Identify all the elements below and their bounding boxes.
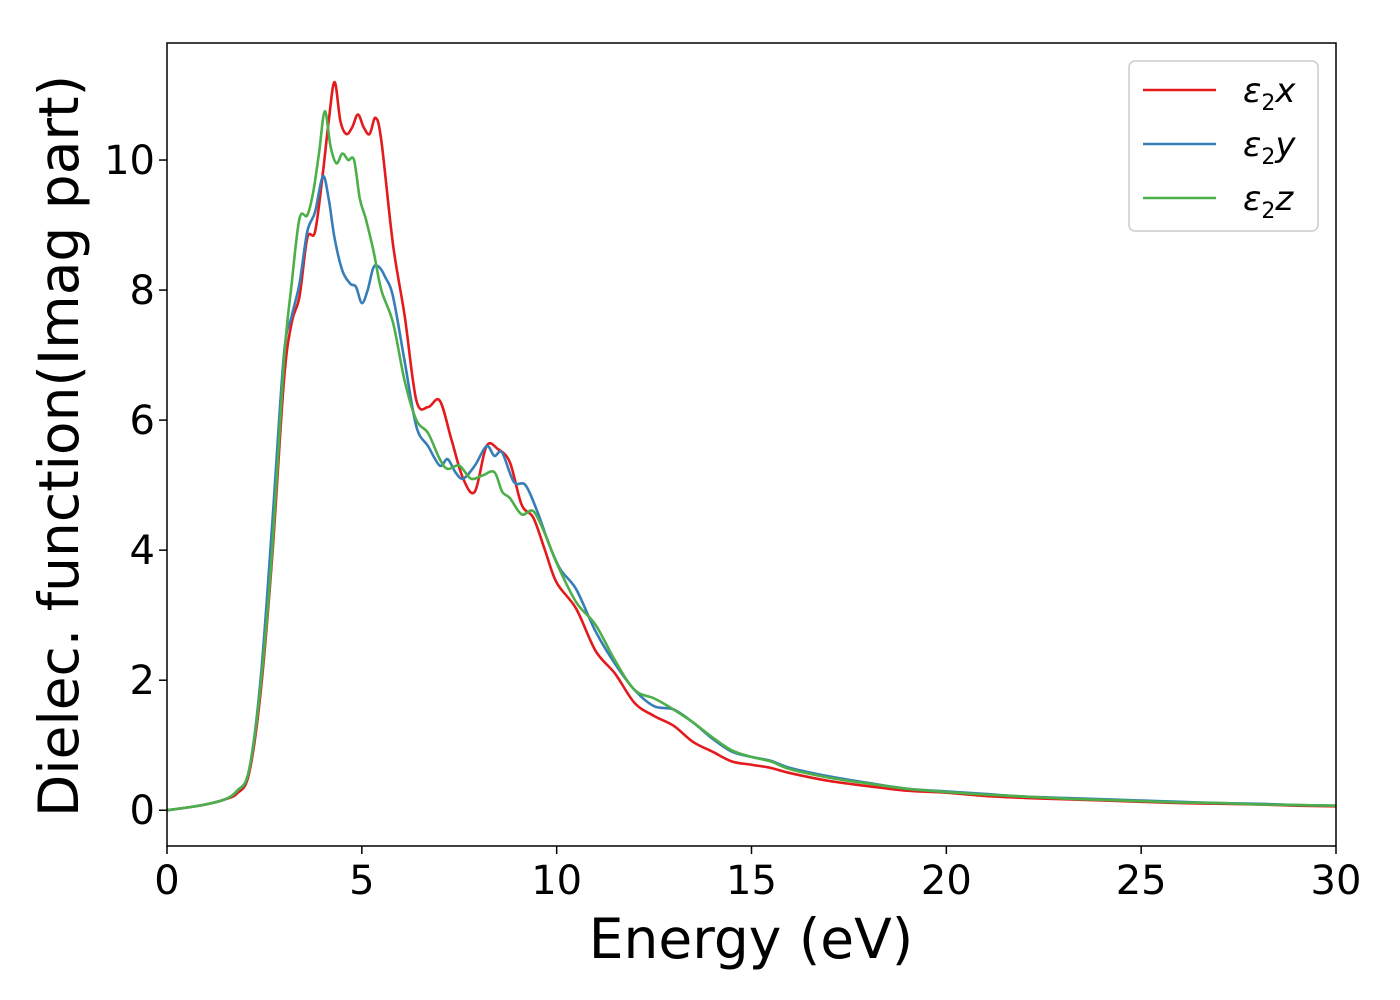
- legend: ε2x ε2y ε2z: [1128, 60, 1319, 232]
- x-tick-label: 15: [726, 858, 777, 904]
- series-line-3: [166, 109, 1337, 812]
- y-tick-label: 4: [130, 528, 155, 574]
- x-tick-label: 25: [1116, 858, 1167, 904]
- y-axis-title: Dielec. function(Imag part): [27, 75, 91, 817]
- y-axis: 0 2 4 6 8 10: [104, 138, 167, 834]
- y-tick-label: 8: [130, 268, 155, 314]
- x-tick-label: 20: [921, 858, 972, 904]
- series-layer: [166, 80, 1337, 812]
- x-axis-title: Energy (eV): [589, 907, 913, 971]
- legend-frame: [1128, 60, 1319, 232]
- y-tick-label: 10: [104, 138, 155, 184]
- legend-label-3: ε2z: [1243, 179, 1294, 224]
- x-tick-label: 10: [531, 858, 582, 904]
- x-axis: 0 5 10 15 20 25 30: [154, 846, 1361, 904]
- x-tick-label: 5: [349, 858, 374, 904]
- y-tick-label: 0: [130, 788, 155, 834]
- series-line-1: [166, 80, 1337, 812]
- y-tick-label: 2: [130, 658, 155, 704]
- x-tick-label: 0: [154, 858, 179, 904]
- legend-label-1: ε2x: [1243, 71, 1296, 116]
- y-tick-label: 6: [130, 398, 155, 444]
- legend-label-2: ε2y: [1243, 125, 1296, 170]
- x-tick-label: 30: [1311, 858, 1362, 904]
